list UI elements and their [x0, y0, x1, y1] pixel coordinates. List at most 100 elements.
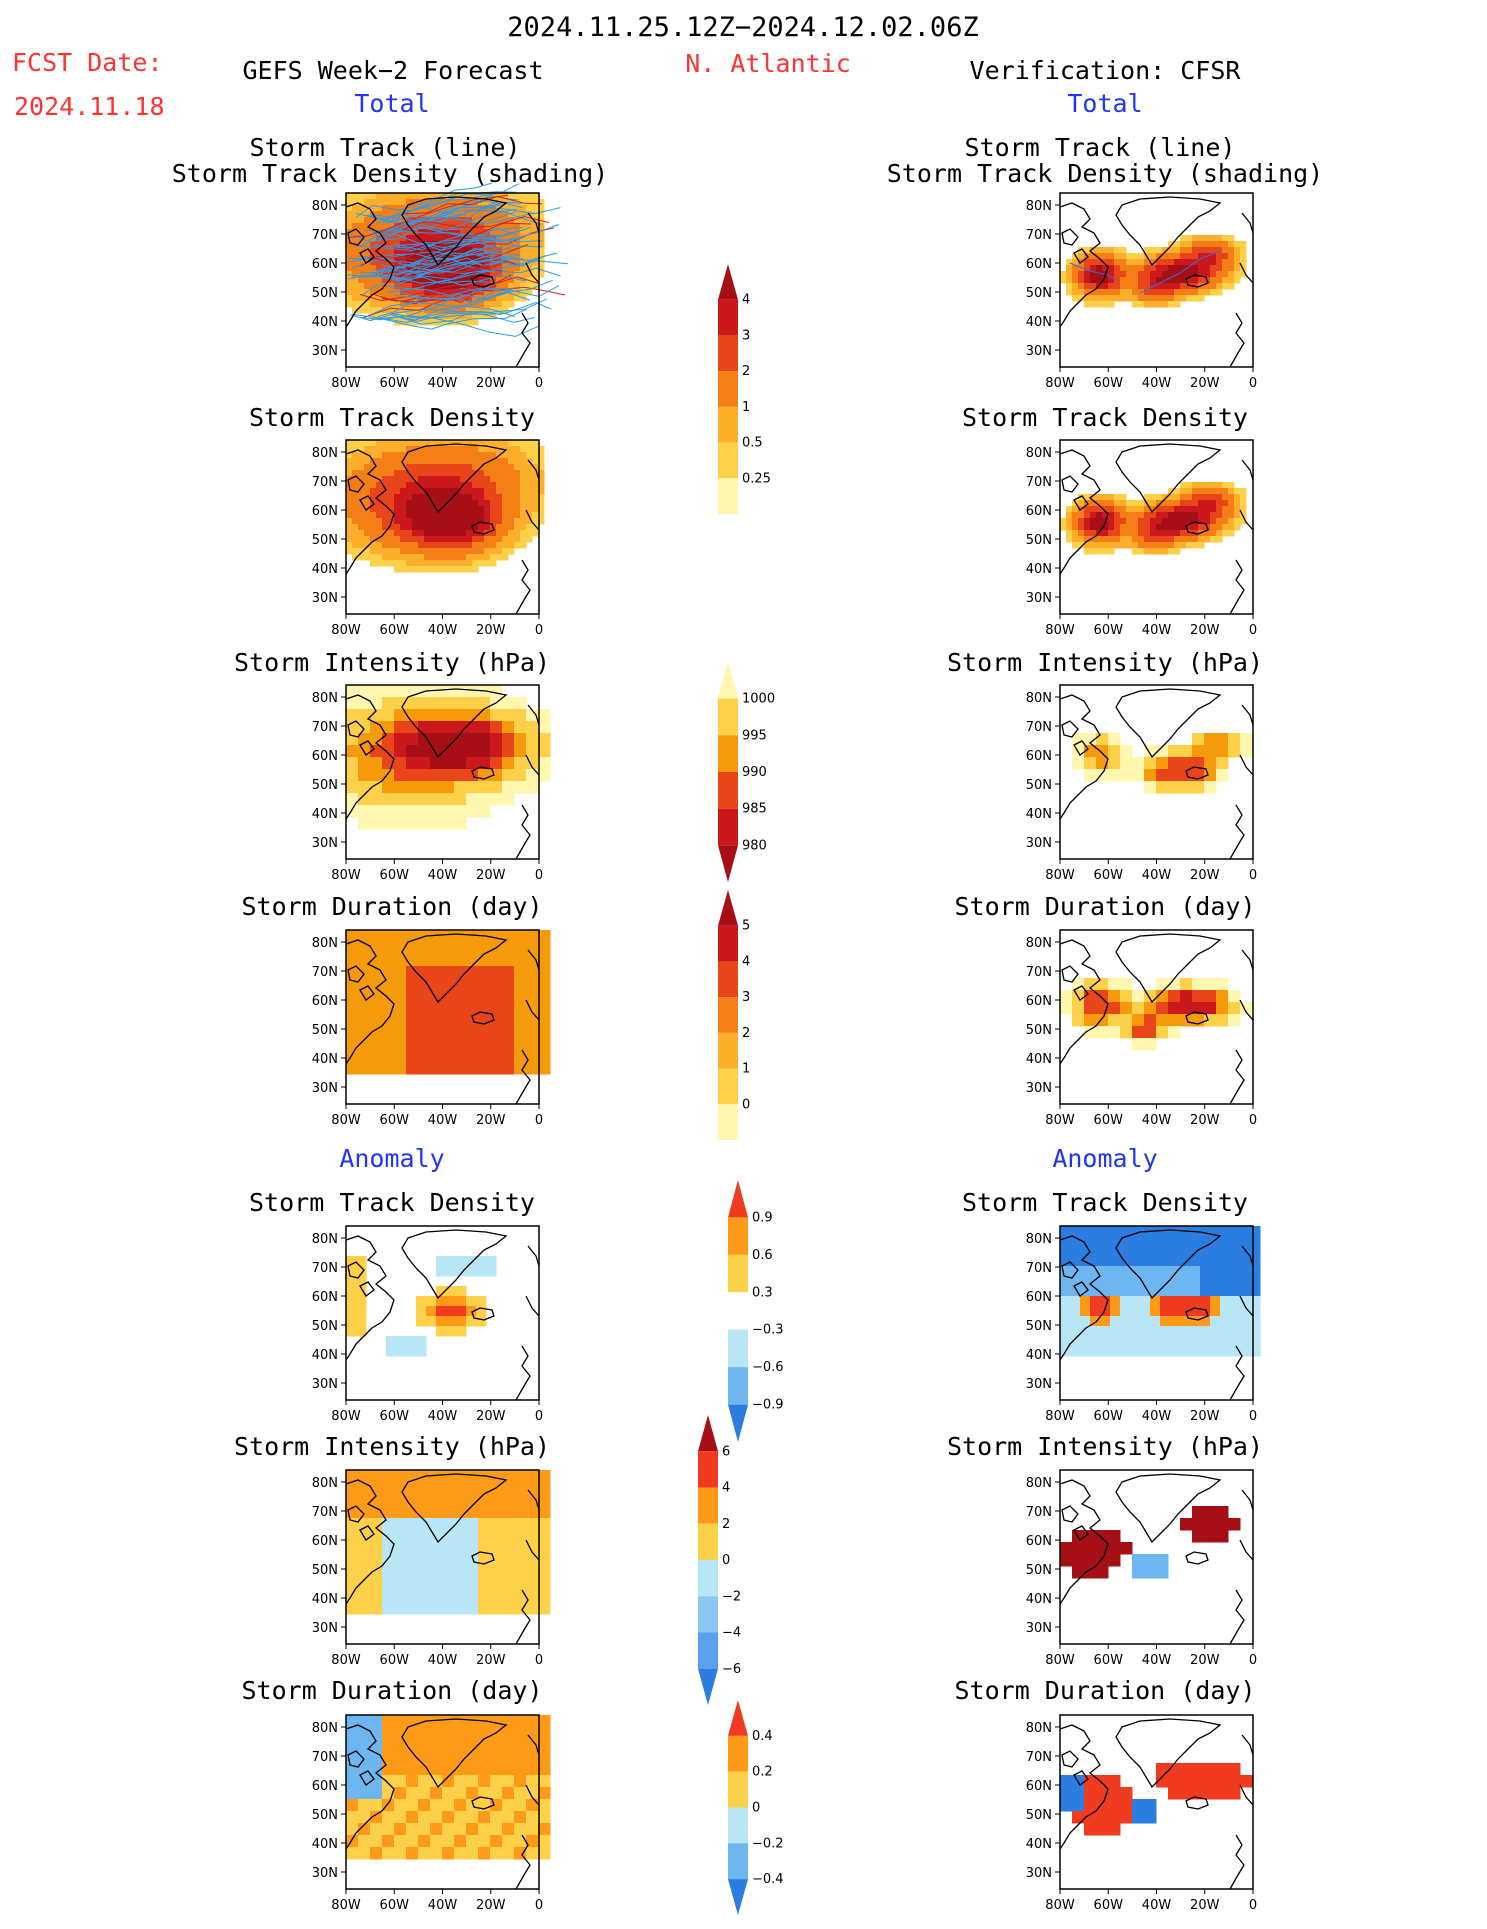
map-cell: [412, 500, 419, 507]
map-cell: [1126, 542, 1133, 549]
map-cell: [1102, 542, 1109, 549]
map-cell: [472, 205, 479, 212]
map-cell: [382, 966, 395, 979]
map-cell: [1060, 1266, 1071, 1277]
map-cell: [346, 542, 353, 549]
map-cell: [346, 283, 353, 290]
map-cell: [456, 1306, 467, 1317]
map-cell: [1168, 536, 1175, 543]
map-cell: [356, 1286, 367, 1297]
map-cell: [460, 295, 467, 302]
map-cell: [478, 1763, 491, 1776]
x-tick-label: 0: [535, 623, 543, 638]
map-cell: [406, 530, 413, 537]
map-cell: [1120, 1226, 1131, 1237]
map-cell: [418, 452, 425, 459]
map-cell: [442, 1002, 455, 1015]
map-cell: [394, 1518, 407, 1531]
map-cell: [526, 1835, 539, 1848]
map-cell: [388, 205, 395, 212]
map-cell: [352, 494, 359, 501]
coastline: [1073, 248, 1089, 264]
map-cell: [1156, 283, 1163, 290]
map-cell: [1130, 1276, 1141, 1287]
map-cell: [1114, 283, 1121, 290]
map-cell: [484, 518, 491, 525]
coastline: [1229, 1489, 1254, 1645]
map-cell: [454, 307, 461, 314]
map-cell: [1110, 1236, 1121, 1247]
map-cell: [454, 512, 461, 519]
map-cell: [454, 199, 461, 206]
map-cell: [520, 199, 527, 206]
map-cell: [412, 211, 419, 218]
map-cell: [508, 295, 515, 302]
map-cell: [442, 452, 449, 459]
map-cell: [1222, 253, 1229, 260]
map-cell: [1168, 259, 1175, 266]
map-cell: [1108, 757, 1121, 770]
colorbar-swatch: [718, 735, 738, 772]
y-tick-label: 30N: [1026, 591, 1052, 606]
map-cell: [1084, 277, 1091, 284]
map-cell: [448, 470, 455, 477]
map-cell: [1060, 1226, 1071, 1237]
map-cell: [538, 1002, 551, 1015]
panel-title: Storm Track (line): [249, 133, 521, 162]
map-cell: [466, 1578, 479, 1591]
map-cell: [1120, 1336, 1131, 1347]
map-cell: [346, 990, 359, 1003]
map-cell: [400, 536, 407, 543]
map-cell: [430, 1482, 443, 1495]
map-cell: [364, 494, 371, 501]
map-cell: [460, 518, 467, 525]
map-cell: [466, 733, 479, 746]
map-cell: [1084, 524, 1091, 531]
map-cell: [1168, 1026, 1181, 1039]
map-cell: [370, 241, 377, 248]
map-cell: [514, 518, 521, 525]
map-cell: [394, 990, 407, 1003]
map-cell: [1156, 500, 1163, 507]
y-tick-label: 70N: [312, 1505, 338, 1520]
map-cell: [454, 733, 467, 746]
map-cell: [1072, 1787, 1085, 1800]
map-cell: [370, 769, 383, 782]
colorbar-label: 4: [722, 1481, 730, 1496]
map-cell: [358, 283, 365, 290]
map-cell: [466, 1306, 477, 1317]
map-cell: [1230, 1326, 1241, 1337]
map-cell: [1186, 259, 1193, 266]
map-cell: [430, 1751, 443, 1764]
map-cell: [1108, 500, 1115, 507]
map-cell: [1240, 247, 1247, 254]
map-cell: [442, 1847, 455, 1860]
map-cell: [1090, 1346, 1101, 1357]
map-cell: [454, 289, 461, 296]
map-cell: [394, 1811, 407, 1824]
map-cell: [1156, 990, 1169, 1003]
map-cell: [406, 283, 413, 290]
map-cell: [460, 548, 467, 555]
map-cell: [1240, 1296, 1251, 1307]
map-cell: [1168, 506, 1175, 513]
map-cell: [430, 1554, 443, 1567]
map-cell: [1216, 271, 1223, 278]
map-cell: [442, 1050, 455, 1063]
map-cell: [394, 1847, 407, 1860]
map-cell: [1168, 990, 1181, 1003]
map-cell: [1138, 265, 1145, 272]
map-cell: [508, 205, 515, 212]
map-cell: [514, 271, 521, 278]
map-cell: [472, 211, 479, 218]
map-cell: [1100, 1276, 1111, 1287]
map-cell: [532, 530, 539, 537]
map-cell: [508, 476, 515, 483]
map-cell: [358, 1727, 371, 1740]
map-cell: [1100, 1316, 1111, 1327]
map-cell: [454, 470, 461, 477]
map-cell: [1174, 524, 1181, 531]
map-cell: [484, 440, 491, 447]
map-cell: [1204, 283, 1211, 290]
map-cell: [526, 1470, 539, 1483]
